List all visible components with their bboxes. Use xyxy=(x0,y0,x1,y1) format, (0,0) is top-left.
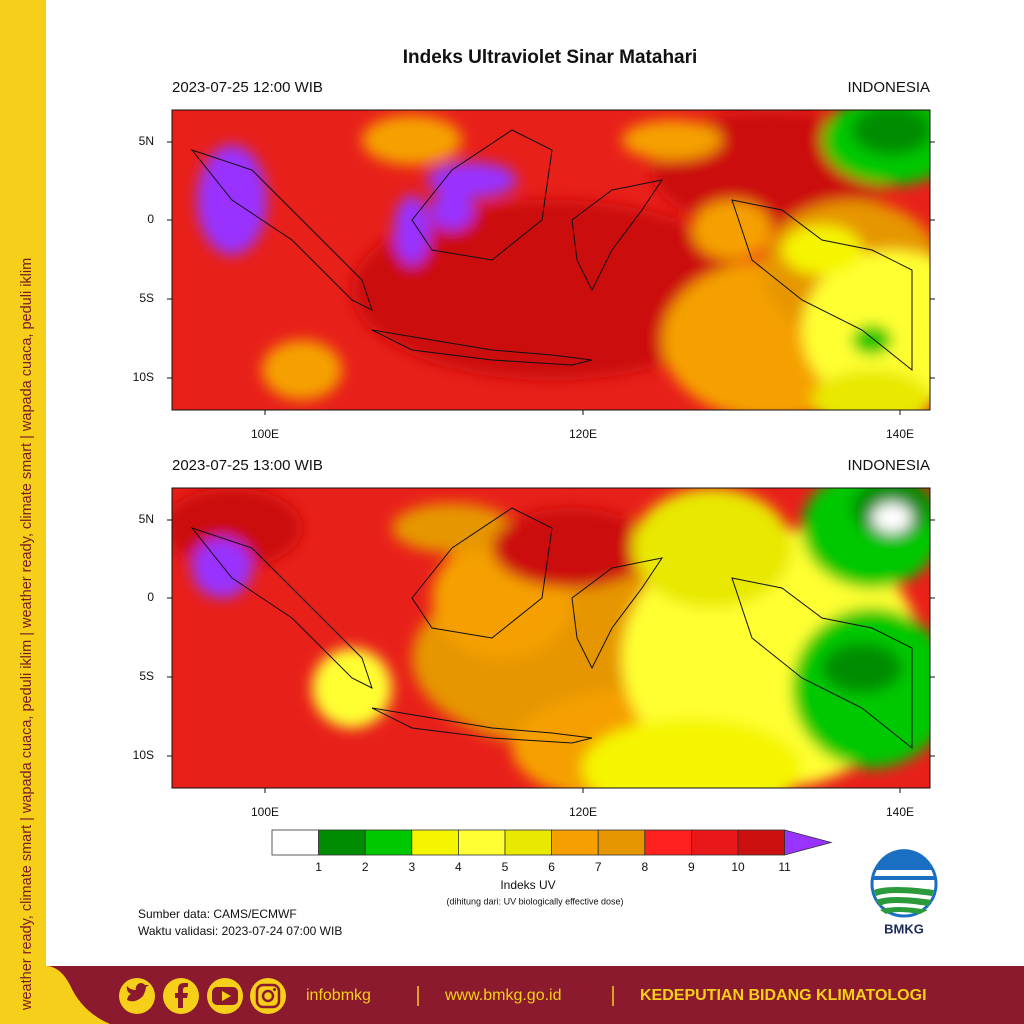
source: Sumber data: CAMS/ECMWF xyxy=(138,907,297,921)
lon-label: 140E xyxy=(886,427,914,441)
instagram-icon[interactable] xyxy=(250,978,286,1014)
lon-label: 120E xyxy=(569,427,597,441)
legend-tick-label: 5 xyxy=(502,860,509,874)
color-swatch xyxy=(644,829,692,856)
panel-time: 2023-07-25 13:00 WIB xyxy=(172,457,323,474)
uv-field xyxy=(197,110,930,410)
uv-region xyxy=(692,200,772,260)
lat-label: 0 xyxy=(147,590,154,604)
coastline xyxy=(371,707,593,744)
legend-subtitle: (dihitung dari: UV biologically effectiv… xyxy=(447,896,624,906)
color-swatch xyxy=(364,829,413,856)
coastline xyxy=(571,557,664,670)
lon-label: 140E xyxy=(886,805,914,819)
legend-tick-label: 8 xyxy=(641,860,648,874)
panels: 2023-07-25 12:00 WIB INDONESIA 5N 0 5S 10S 100… xyxy=(133,79,935,819)
uv-region xyxy=(427,162,517,198)
lon-label: 120E xyxy=(569,805,597,819)
uv-region xyxy=(262,340,342,400)
uv-field xyxy=(172,488,930,788)
footer-handle: infobmkg xyxy=(306,987,371,1004)
color-swatch xyxy=(691,829,739,856)
lat-label: 0 xyxy=(147,212,154,226)
map-frame xyxy=(171,109,931,411)
lon-label: 100E xyxy=(251,427,279,441)
color-swatch xyxy=(457,829,506,856)
coastline xyxy=(371,329,593,366)
footer-website: www.bmkg.go.id xyxy=(444,987,562,1004)
color-swatch xyxy=(551,829,599,856)
title: Indeks Ultraviolet Sinar Matahari xyxy=(403,47,698,68)
uv-region xyxy=(392,503,512,553)
sidebar xyxy=(0,0,46,1024)
legend-tick-label: 3 xyxy=(408,860,415,874)
social-icons xyxy=(119,978,286,1014)
uv-region xyxy=(622,120,722,160)
legend-tick-label: 7 xyxy=(595,860,602,874)
coastline xyxy=(411,507,553,639)
legend-tick-label: 10 xyxy=(731,860,745,874)
color-swatch xyxy=(737,829,785,856)
legend-tick-label: 2 xyxy=(362,860,369,874)
legend-title: Indeks UV xyxy=(500,878,555,892)
legend: 1 2 3 4 5 6 7 8 9 10 11 xyxy=(271,829,833,874)
color-arrow xyxy=(784,829,833,856)
logo: BMKG xyxy=(870,849,938,936)
color-swatch xyxy=(504,829,552,856)
lat-label: 5S xyxy=(139,669,154,683)
lat-label: 10S xyxy=(133,370,154,384)
lat-label: 5N xyxy=(139,134,154,148)
uv-region xyxy=(872,503,912,533)
color-swatch xyxy=(597,829,646,856)
footer xyxy=(46,966,1024,1024)
validity: Waktu validasi: 2023-07-24 07:00 WIB xyxy=(138,924,342,938)
uv-region xyxy=(852,110,930,155)
uv-region xyxy=(362,115,462,165)
sidebar-text: weather ready, climate smart | wapada cu… xyxy=(19,258,35,1011)
footer-curve xyxy=(46,966,110,1024)
coastline xyxy=(190,526,373,689)
legend-tick-label: 1 xyxy=(315,860,322,874)
uv-region xyxy=(812,370,930,410)
coastline xyxy=(731,199,913,372)
uv-region xyxy=(394,195,430,265)
panel-region: INDONESIA xyxy=(847,79,930,96)
uv-region xyxy=(582,718,802,788)
lat-label: 10S xyxy=(133,748,154,762)
color-swatch xyxy=(318,829,366,856)
lat-label: 5N xyxy=(139,512,154,526)
uv-region xyxy=(822,643,902,693)
legend-tick-label: 11 xyxy=(778,860,791,874)
map xyxy=(172,488,930,788)
logo-text: BMKG xyxy=(884,921,924,936)
legend-tick-label: 6 xyxy=(548,860,555,874)
coastline xyxy=(731,577,913,750)
panel-time: 2023-07-25 12:00 WIB xyxy=(172,79,323,96)
legend-tick-label: 4 xyxy=(455,860,462,874)
coastline xyxy=(190,148,373,311)
map xyxy=(172,110,930,410)
footer-department: KEDEPUTIAN BIDANG KLIMATOLOGI xyxy=(640,987,927,1004)
coastline xyxy=(411,129,553,261)
uv-region xyxy=(430,190,474,230)
map-frame xyxy=(171,487,931,789)
uv-region xyxy=(492,508,652,588)
uv-region xyxy=(852,325,892,355)
coastline xyxy=(571,179,664,292)
uv-region xyxy=(192,538,252,598)
uv-region xyxy=(782,225,862,275)
uv-region xyxy=(312,648,392,728)
uv-region xyxy=(352,200,752,380)
color-swatch xyxy=(271,829,319,856)
legend-tick-label: 9 xyxy=(688,860,695,874)
lat-label: 5S xyxy=(139,291,154,305)
panel-region: INDONESIA xyxy=(847,457,930,474)
uv-region xyxy=(632,488,792,608)
lon-label: 100E xyxy=(251,805,279,819)
color-swatch xyxy=(411,829,459,856)
